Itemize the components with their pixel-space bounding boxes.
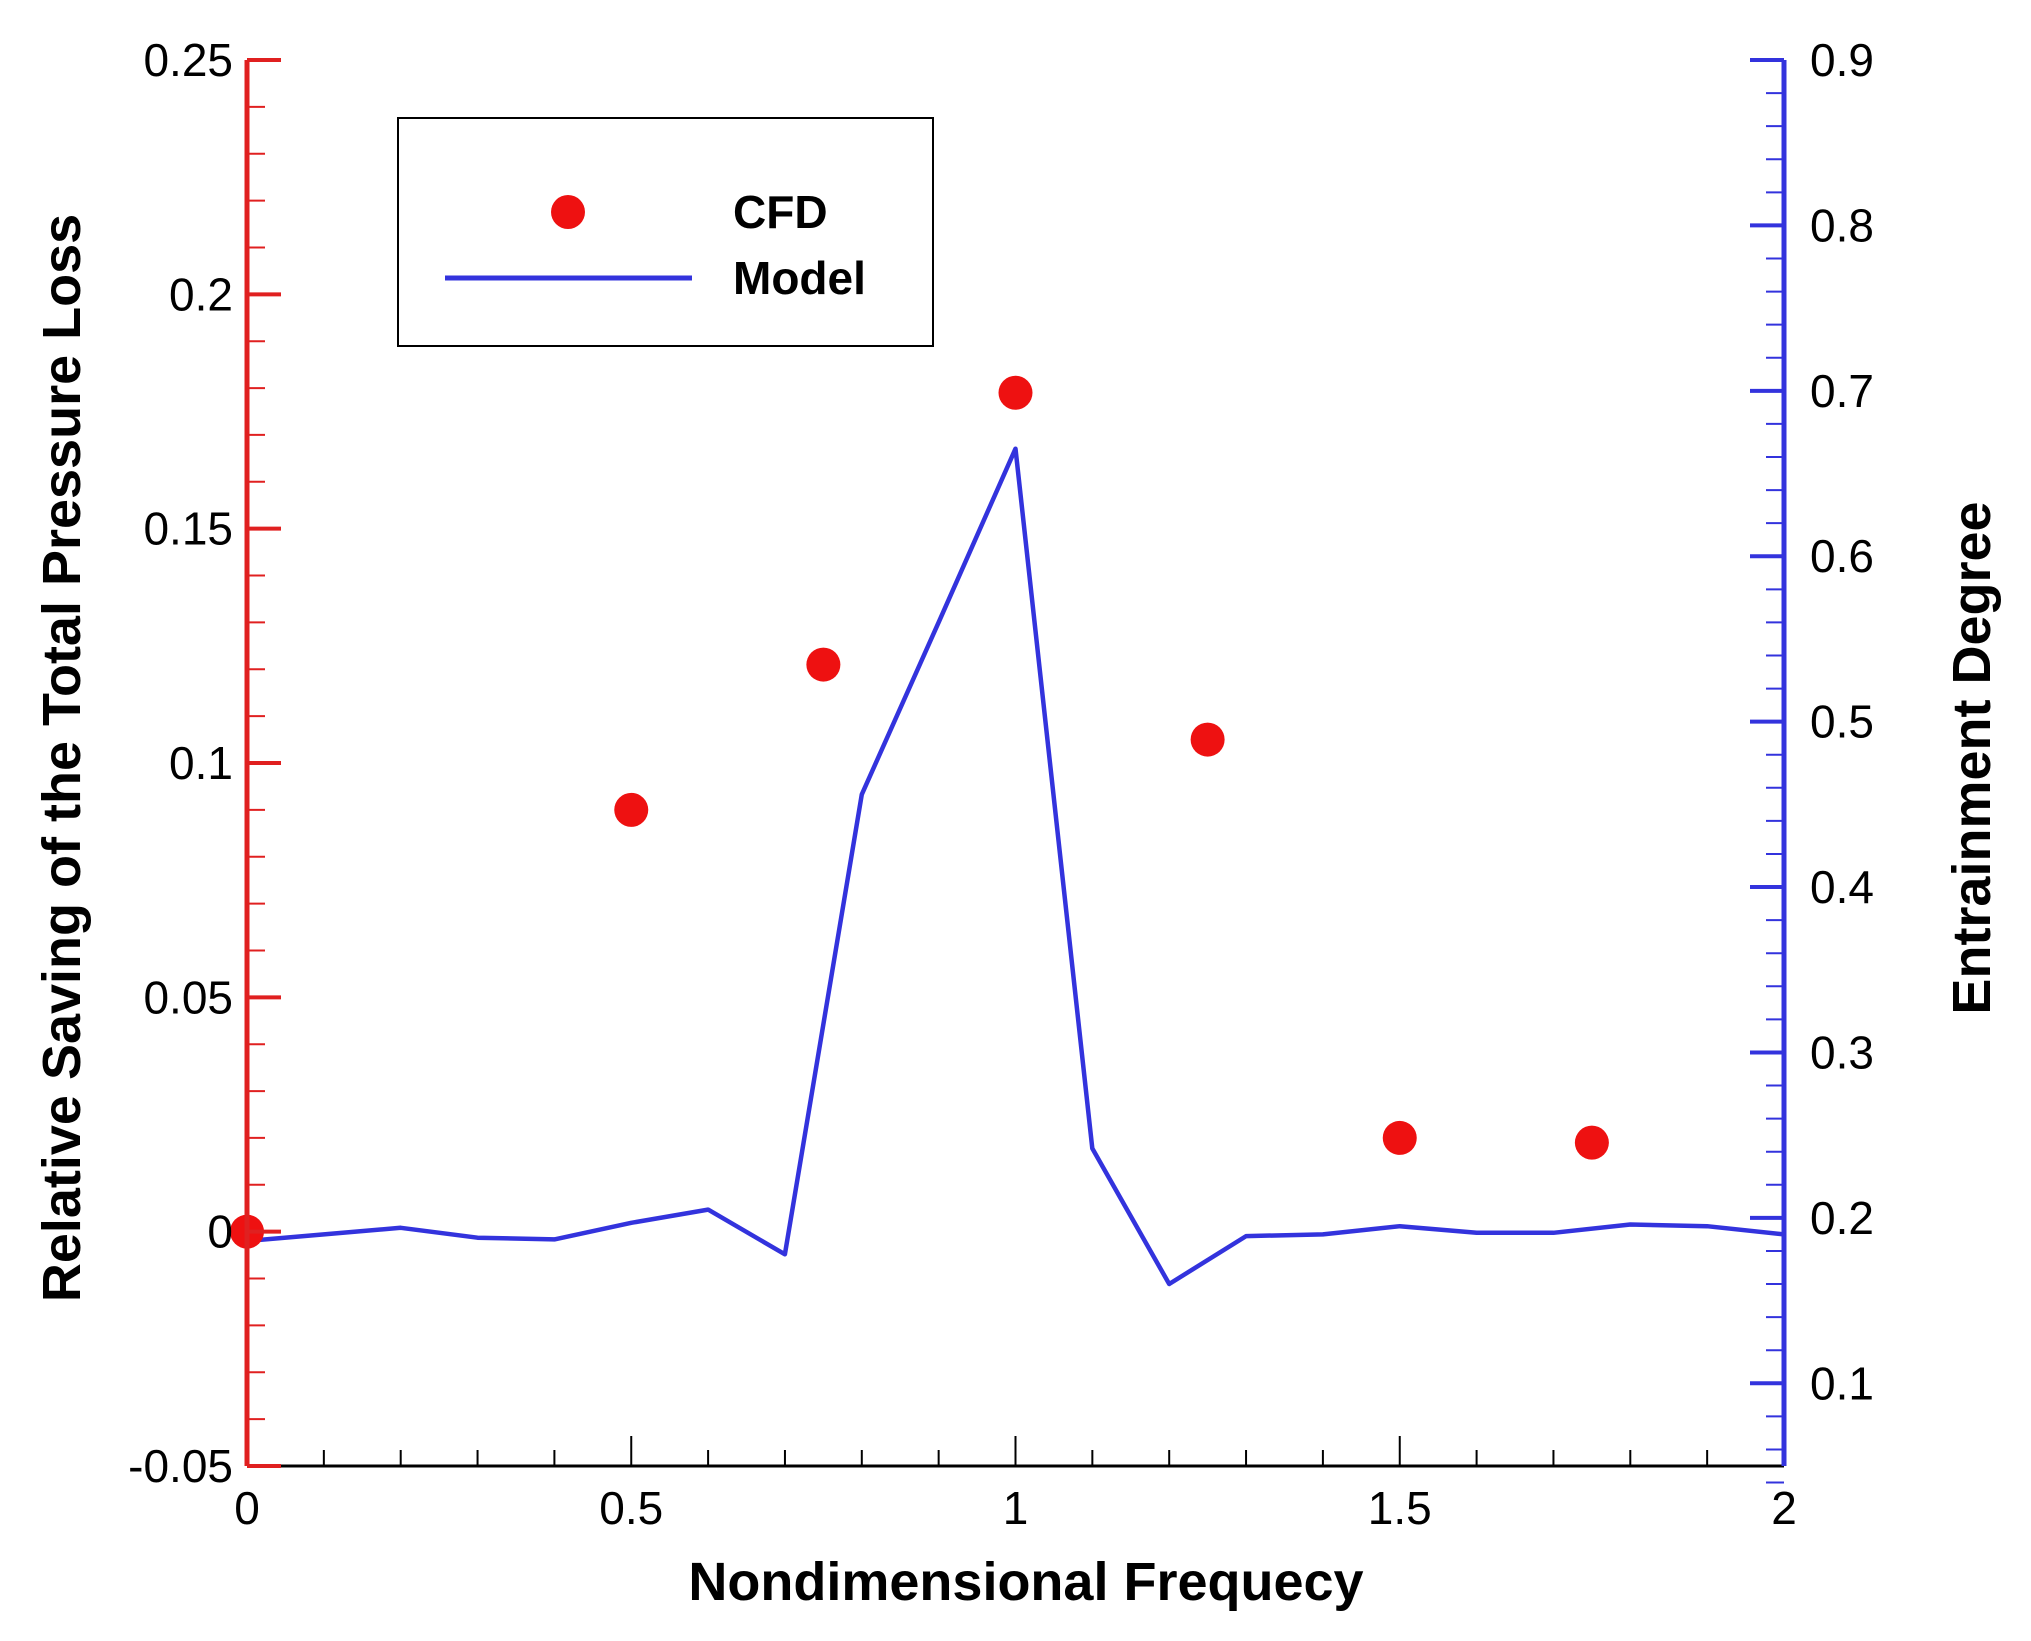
y-tick-label: 0 [207, 1206, 233, 1258]
legend: CFD Model [397, 117, 934, 347]
y-tick-label: 0.2 [169, 268, 233, 320]
x-axis-title: Nondimensional Frequecy [688, 1552, 1363, 1612]
y-tick-label: 0.15 [143, 503, 233, 555]
x-tick-label: 1 [1003, 1482, 1029, 1534]
axes [244, 58, 1787, 1484]
cfd-point [1574, 1125, 1609, 1160]
cfd-point [1190, 722, 1225, 757]
cfd-point [998, 375, 1033, 410]
plot-area [230, 375, 1785, 1287]
x-tick-label: 0.5 [599, 1482, 663, 1534]
legend-label-model: Model [733, 252, 866, 304]
y2-tick-label: 0.2 [1810, 1192, 1874, 1244]
y2-tick-label: 0.8 [1810, 199, 1874, 251]
x-tick-label: 1.5 [1368, 1482, 1432, 1534]
x-tick-label: 2 [1771, 1482, 1797, 1534]
y-axis-title: Relative Saving of the Total Pressure Lo… [32, 214, 92, 1302]
y2-tick-label: 0.6 [1810, 530, 1874, 582]
y-tick-label: 0.25 [143, 34, 233, 86]
y2-tick-label: 0.1 [1810, 1357, 1874, 1409]
y2-tick-label: 0.7 [1810, 365, 1874, 417]
legend-label-cfd: CFD [733, 186, 828, 238]
cfd-point [1382, 1120, 1417, 1155]
y2-axis-title: Entrainment Degree [1942, 501, 2002, 1014]
y-tick-label: 0.05 [143, 971, 233, 1023]
model-line [246, 446, 1785, 1287]
y-tick-label: 0.1 [169, 737, 233, 789]
legend-cfd-marker [551, 195, 585, 229]
y-tick-label: -0.05 [128, 1440, 233, 1492]
y2-tick-label: 0.3 [1810, 1026, 1874, 1078]
y2-tick-label: 0.9 [1810, 34, 1874, 86]
y2-tick-label: 0.4 [1810, 861, 1874, 913]
cfd-point [806, 647, 841, 682]
tick-labels: 0 0.5 1 1.5 2-0.0500.050.10.150.20.250.10.20… [128, 34, 1874, 1534]
y2-tick-label: 0.5 [1810, 696, 1874, 748]
cfd-point [614, 792, 649, 827]
legend-box [397, 117, 934, 347]
x-tick-label: 0 [234, 1482, 260, 1534]
